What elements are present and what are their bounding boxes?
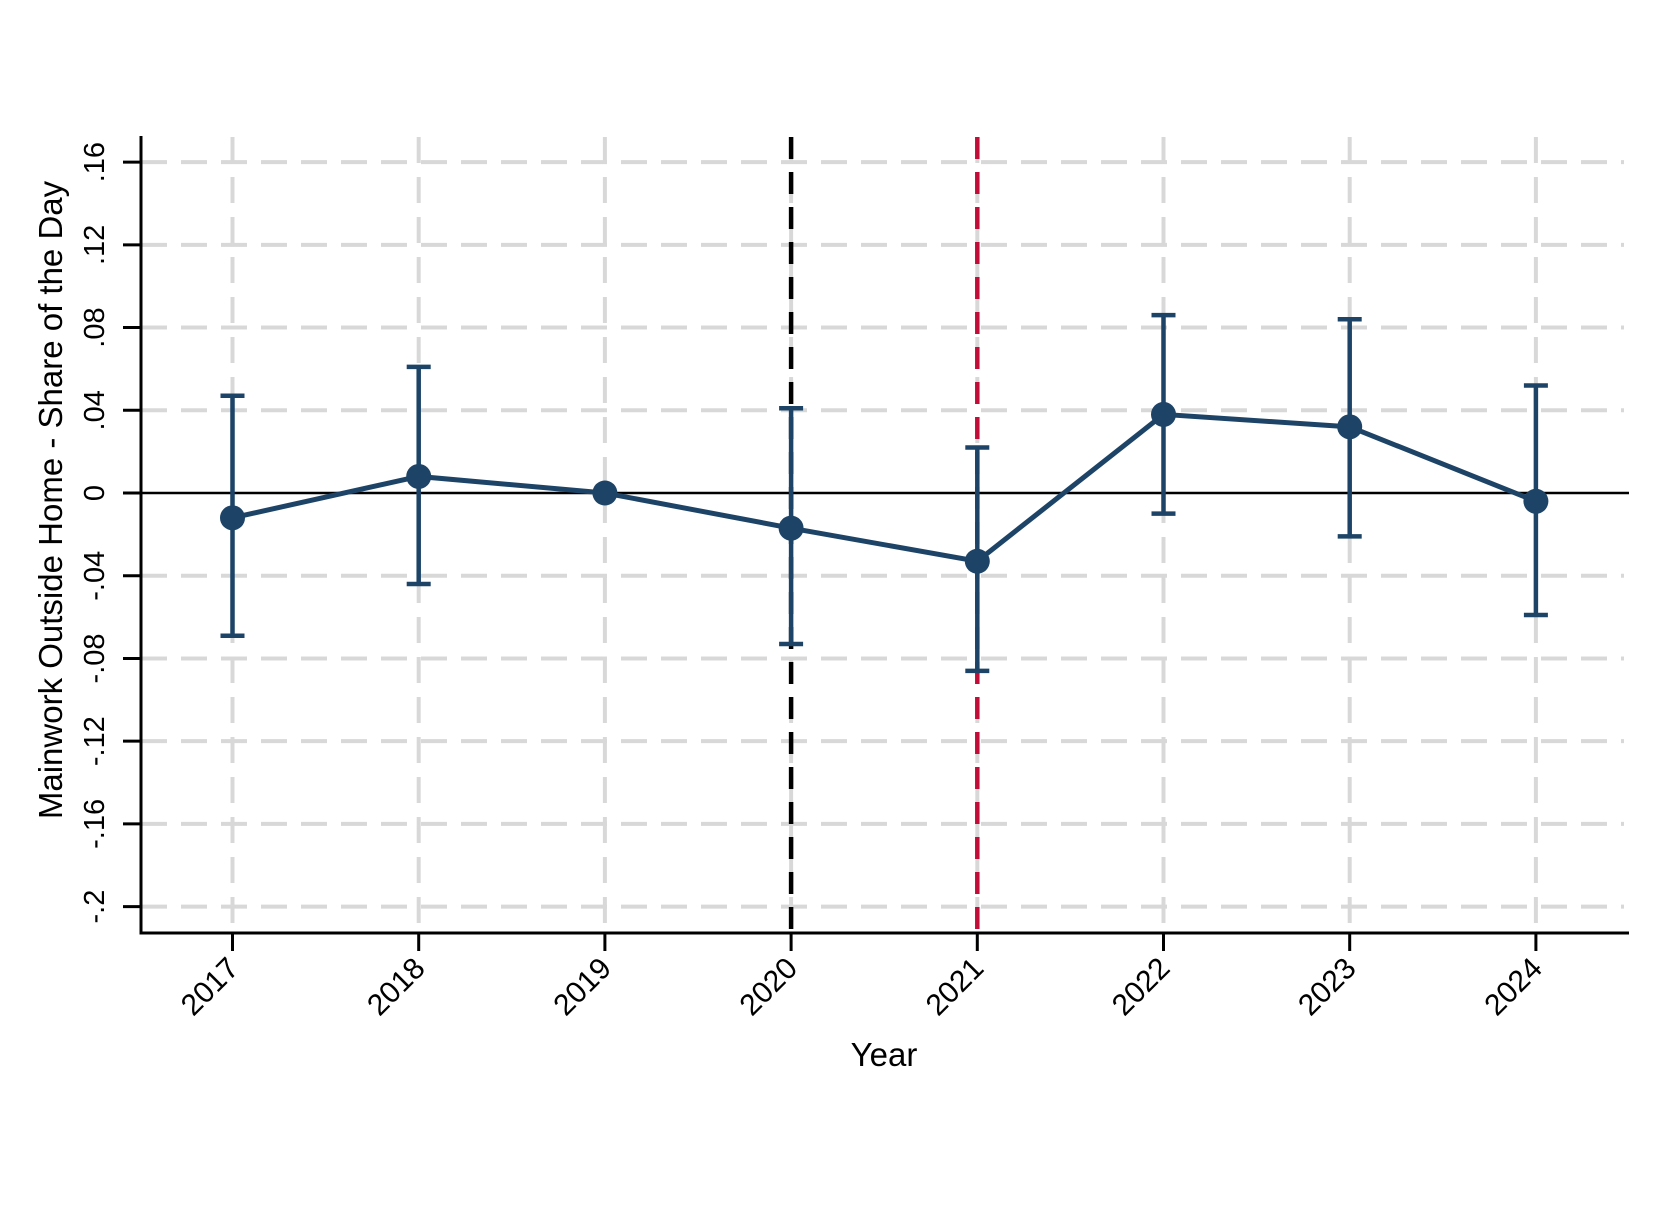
estimate-marker [592,480,618,506]
x-tick-label: 2017 [175,952,246,1023]
estimate-marker [778,515,804,541]
y-tick-label: .12 [79,225,111,265]
y-axis-title: Mainwork Outside Home - Share of the Day [32,180,69,819]
y-tick-label: -.2 [79,890,111,924]
x-axis-title: Year [851,1036,918,1073]
x-tick-label: 2021 [920,952,991,1023]
axes-layer [123,136,1629,951]
x-tick-label: 2019 [547,952,618,1023]
estimate-marker [964,548,990,574]
y-tick-label: -.08 [79,633,111,683]
y-tick-label: -.16 [79,799,111,849]
y-tick-label: -.04 [79,551,111,601]
gridlines-layer [141,137,1624,933]
estimate-marker [406,463,432,489]
x-tick-label: 2023 [1292,952,1363,1023]
x-tick-label: 2018 [361,952,432,1023]
estimate-marker [1151,401,1176,427]
x-tick-label: 2020 [734,952,805,1023]
x-tick-label: 2022 [1106,952,1177,1023]
x-tick-label: 2024 [1478,952,1549,1023]
estimate-marker [1337,414,1363,440]
y-tick-label: .16 [79,142,111,182]
y-tick-label: -.12 [79,716,111,766]
estimate-marker [1523,488,1549,514]
estimate-line [231,411,1537,564]
tick-labels-layer: .16 .12 .08 .04 0 -.04 -.08 -.12 -.16 -.2 2017 2018… [79,142,1549,1022]
y-tick-label: .08 [79,307,111,347]
reference-lines-layer [141,137,1629,933]
y-tick-label: 0 [79,485,111,501]
y-tick-label: .04 [79,390,111,430]
series-layer [220,312,1549,674]
estimate-marker [220,505,245,531]
